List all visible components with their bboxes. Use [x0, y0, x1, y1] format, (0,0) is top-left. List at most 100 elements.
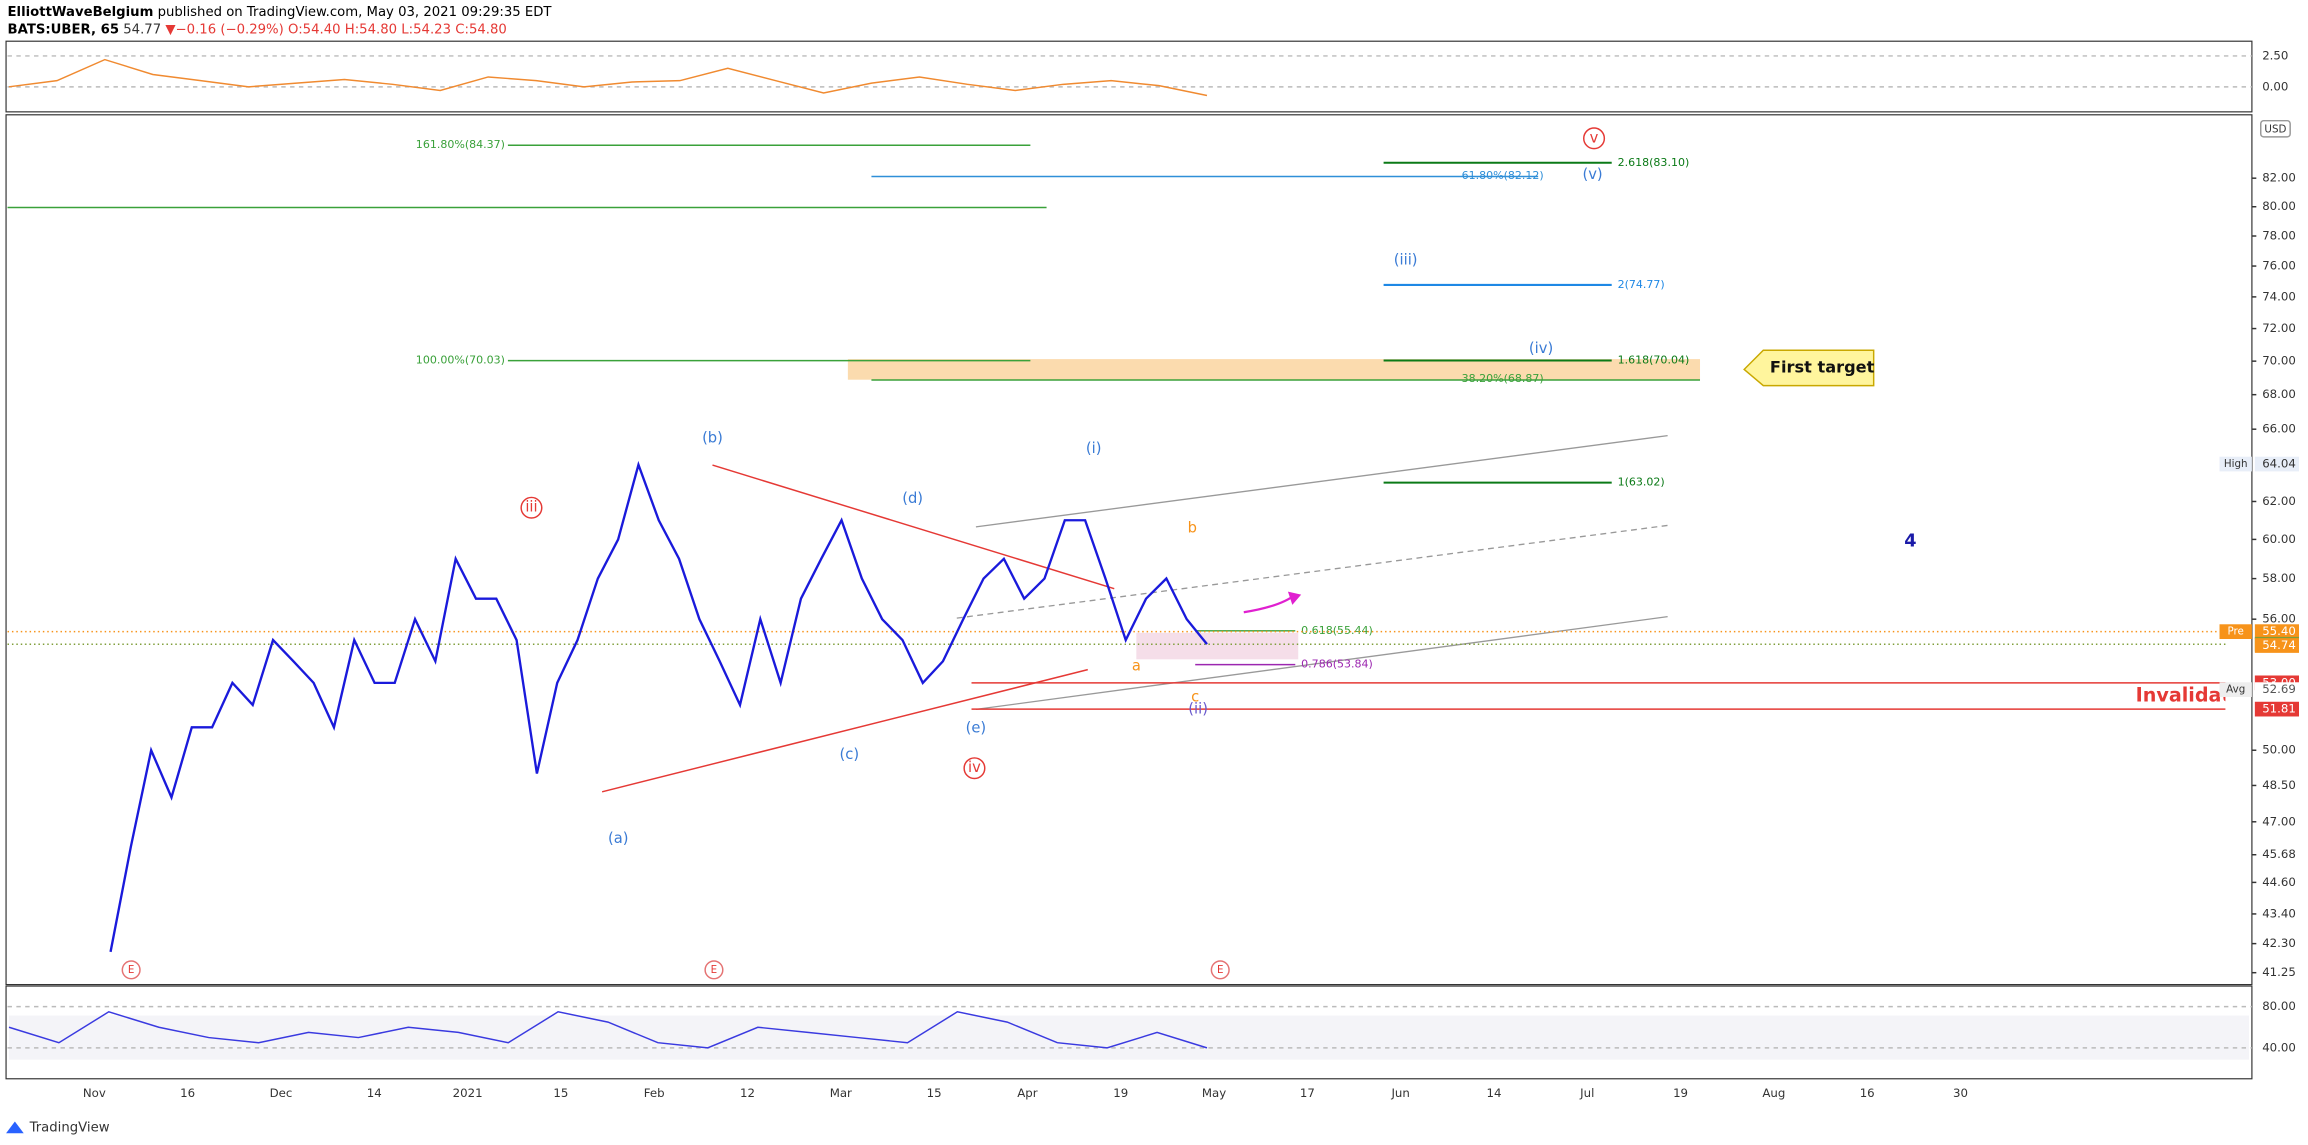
event-marker: E [128, 964, 135, 976]
channel-upper [975, 434, 1668, 528]
wave-label: c [1191, 689, 1199, 706]
wave-circle [1583, 127, 1606, 150]
x-tick-label: Apr [1017, 1086, 1038, 1100]
change: −0.16 (−0.29%) [176, 22, 284, 37]
rsi-tick-label: 80.00 [2262, 999, 2296, 1013]
wave-label: (a) [608, 830, 628, 847]
x-tick-label: Aug [1762, 1086, 1785, 1100]
wave-circle [963, 757, 986, 780]
retrace-zone [1136, 632, 1299, 660]
x-tick-label: 17 [1300, 1086, 1315, 1100]
callout [1743, 349, 1875, 387]
price-tag-label: 64.04 [2262, 457, 2296, 471]
fib-label: 1.618(70.04) [1618, 353, 1690, 366]
arrow: ▼ [165, 22, 176, 37]
price-tag-label: 54.74 [2262, 638, 2296, 652]
macd-line [8, 58, 1208, 97]
price-tag [2254, 701, 2299, 717]
x-tick-label: Jul [1579, 1086, 1594, 1100]
event-marker: E [711, 964, 718, 976]
price-tag [2254, 682, 2299, 697]
price-tag-name: High [2224, 458, 2248, 470]
y-tick-label: 80.00 [2262, 199, 2296, 213]
wave-label: v [1590, 129, 1599, 146]
price-tag-name: Avg [2226, 684, 2245, 696]
close: C:54.80 [455, 22, 507, 37]
y-tick-label: 58.00 [2262, 571, 2296, 585]
brand: TradingView [29, 1120, 110, 1135]
price-tag-name-box [2219, 624, 2252, 640]
channel-lower [975, 615, 1668, 711]
price-line-series [109, 460, 1208, 953]
y-tick-label: 44.60 [2262, 875, 2296, 889]
symbol: BATS:UBER, 65 [8, 22, 120, 37]
x-tick-label: 14 [367, 1086, 382, 1100]
price-tag-label: 51.81 [2262, 702, 2296, 716]
y-tick-label: 47.00 [2262, 814, 2296, 828]
x-tick-label: 30 [1953, 1086, 1968, 1100]
triangle-lower [601, 668, 1088, 793]
wave-label: 4 [1904, 532, 1916, 552]
y-tick-label: 66.00 [2262, 422, 2296, 436]
y-tick-label: 72.00 [2262, 321, 2296, 335]
currency: USD [2264, 124, 2286, 136]
y-tick-label: 45.68 [2262, 847, 2296, 861]
published: published on TradingView.com, May 03, 20… [158, 5, 553, 20]
fib-label: 100.00%(70.03) [416, 354, 505, 367]
x-tick-label: 15 [553, 1086, 568, 1100]
price-tag-label: 55.40 [2262, 624, 2296, 638]
wave-label: a [1132, 658, 1141, 675]
fib-label: 1(63.02) [1618, 476, 1665, 489]
wave-label: (v) [1582, 166, 1602, 183]
y-tick-label: 50.00 [2262, 743, 2296, 757]
price-frame [5, 114, 2253, 986]
header-line-1: ElliottWaveBelgium published on TradingV… [8, 5, 553, 20]
fib-label: 61.80%(82.12) [1462, 169, 1544, 182]
x-tick-label: 14 [1486, 1086, 1501, 1100]
price-tag [2254, 624, 2299, 640]
fib-label: 0.618(55.44) [1301, 624, 1373, 637]
y-tick-label: 43.40 [2262, 906, 2296, 920]
rsi-band [9, 1015, 2249, 1060]
x-tick-label: 19 [1113, 1086, 1128, 1100]
rsi-tick-label: 40.00 [2262, 1040, 2296, 1054]
x-tick-label: 19 [1673, 1086, 1688, 1100]
invalidation: Invalidation [2136, 684, 2264, 707]
wave-label: b [1188, 519, 1197, 536]
wave-label: (e) [966, 720, 987, 737]
y-tick-label: 48.50 [2262, 778, 2296, 792]
price-tag [2254, 456, 2299, 472]
macd-tick-label: 2.50 [2262, 48, 2288, 62]
y-tick-label: 78.00 [2262, 229, 2296, 243]
price-tag-label: 52.69 [2262, 682, 2296, 696]
price-tag [2254, 638, 2299, 653]
wave-label: (c) [840, 746, 860, 763]
macd-frame [5, 40, 2253, 113]
y-tick-label: 62.00 [2262, 494, 2296, 508]
y-tick-label: 82.00 [2262, 171, 2296, 185]
rsi-frame [5, 985, 2253, 1080]
fib-label: 0.786(53.84) [1301, 658, 1373, 671]
wave-label: (i) [1086, 440, 1102, 457]
y-tick-label: 56.00 [2262, 612, 2296, 626]
x-tick-label: 16 [180, 1086, 195, 1100]
x-tick-label: 12 [740, 1086, 755, 1100]
price-tag-name-box [2219, 456, 2252, 472]
y-tick-label: 60.00 [2262, 532, 2296, 546]
arrow-head [1287, 591, 1302, 605]
target-zone [847, 359, 1701, 380]
fib-label: 2(74.77) [1618, 278, 1665, 291]
price-tag-name-box [2219, 682, 2252, 697]
y-tick-label: 42.30 [2262, 936, 2296, 950]
y-tick-label: 68.00 [2262, 387, 2296, 401]
fib-label: 38.20%(68.87) [1462, 372, 1544, 385]
wave-label: iii [525, 499, 537, 516]
fib-label: 2.618(83.10) [1618, 156, 1690, 169]
event-circle [121, 960, 141, 980]
wave-label: (ii) [1188, 700, 1208, 717]
wave-label: (b) [702, 430, 723, 447]
